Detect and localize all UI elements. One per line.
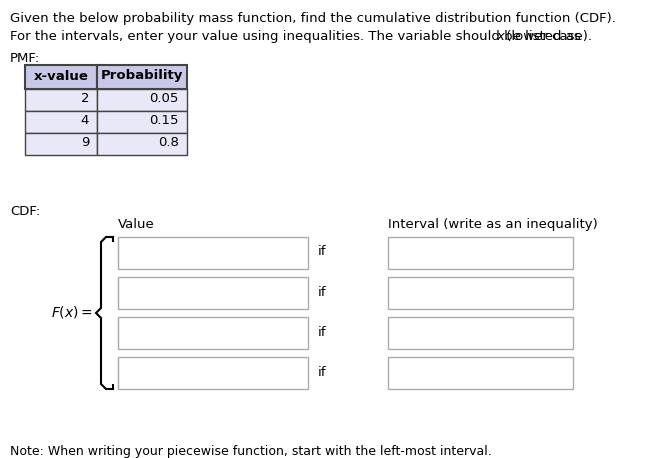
Text: Note: When writing your piecewise function, start with the left-most interval.: Note: When writing your piecewise functi… <box>10 445 492 458</box>
Text: x-value: x-value <box>33 70 88 82</box>
Text: if: if <box>318 285 326 299</box>
Text: Value: Value <box>118 218 155 231</box>
Text: 4: 4 <box>81 114 89 127</box>
Text: 2: 2 <box>80 93 89 105</box>
Text: (lower case).: (lower case). <box>502 30 591 43</box>
Text: x: x <box>496 30 504 43</box>
Text: 9: 9 <box>81 136 89 149</box>
Text: Given the below probability mass function, find the cumulative distribution func: Given the below probability mass functio… <box>10 12 616 25</box>
Text: Probability: Probability <box>101 70 183 82</box>
Text: if: if <box>318 326 326 338</box>
Text: 0.8: 0.8 <box>158 136 179 149</box>
Text: 0.15: 0.15 <box>149 114 179 127</box>
Text: PMF:: PMF: <box>10 52 40 65</box>
Text: For the intervals, enter your value using inequalities. The variable should be l: For the intervals, enter your value usin… <box>10 30 585 43</box>
Text: if: if <box>318 365 326 378</box>
Text: Interval (write as an inequality): Interval (write as an inequality) <box>388 218 597 231</box>
Text: $F(x) =$: $F(x) =$ <box>51 304 93 320</box>
Text: if: if <box>318 245 326 258</box>
Text: CDF:: CDF: <box>10 205 40 218</box>
Text: 0.05: 0.05 <box>150 93 179 105</box>
